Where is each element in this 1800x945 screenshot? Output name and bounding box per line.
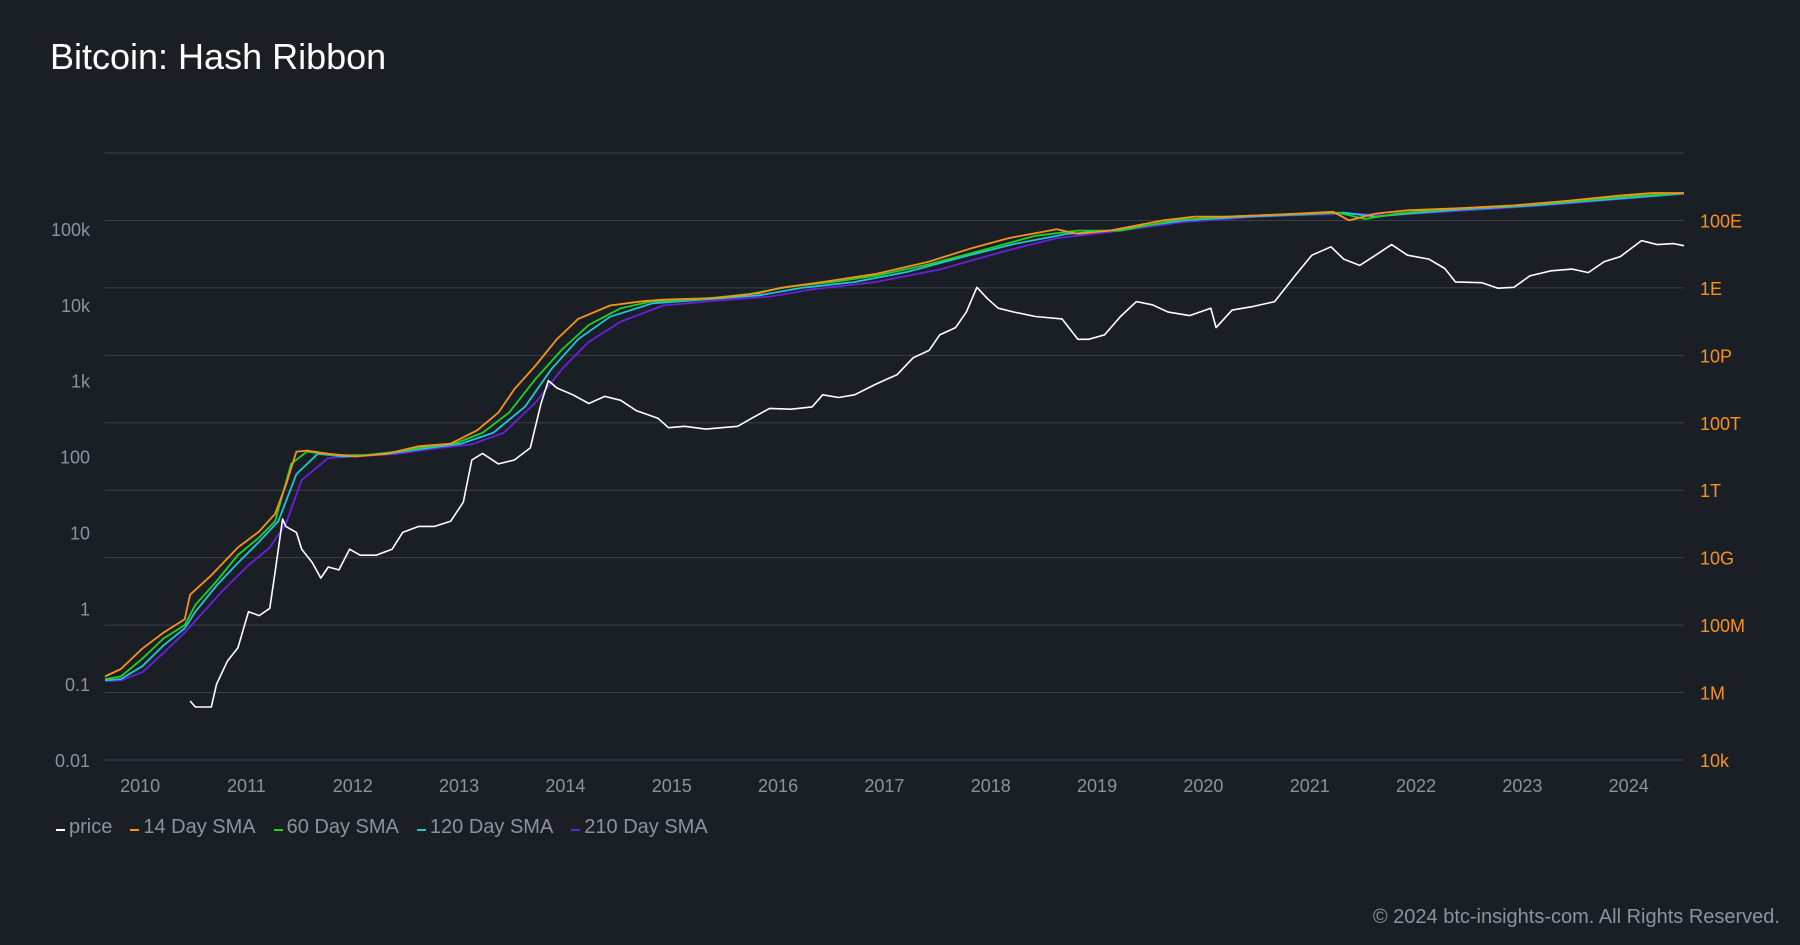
x-tick-label: 2017 [864,776,904,796]
x-tick-label: 2012 [333,776,373,796]
x-tick-label: 2024 [1609,776,1649,796]
y-left-tick-label: 1 [80,599,90,619]
series-line-sma60 [104,192,1685,680]
y-left-tick-label: 0.1 [65,675,90,695]
copyright-notice: © 2024 btc-insights-com. All Rights Rese… [1372,906,1780,928]
y-right-tick-label: 100M [1700,616,1745,636]
y-right-tick-label: 1E [1700,279,1722,299]
x-tick-label: 2019 [1077,776,1117,796]
legend-swatch-sma14 [130,829,140,831]
legend-label-sma210: 210 Day SMA [584,816,708,838]
x-tick-label: 2014 [545,776,585,796]
x-tick-label: 2022 [1396,776,1436,796]
legend-swatch-sma120 [416,829,426,831]
legend-item-sma14[interactable]: 14 Day SMA [130,816,256,839]
x-tick-label: 2015 [652,776,692,796]
x-tick-label: 2021 [1290,776,1330,796]
x-tick-label: 2016 [758,776,798,796]
series-line-sma210 [104,192,1685,682]
x-tick-label: 2013 [439,776,479,796]
y-right-tick-label: 10G [1700,549,1734,569]
x-tick-label: 2023 [1502,776,1542,796]
y-left-tick-label: 100k [51,220,91,240]
y-right-tick-label: 100T [1700,414,1741,434]
page-title: Bitcoin: Hash Ribbon [50,36,387,77]
y-left-tick-label: 10 [70,523,90,543]
y-right-tick-label: 10k [1700,751,1730,771]
series-line-sma120 [104,192,1685,682]
y-right-tick-label: 10P [1700,346,1732,366]
y-left-tick-label: 0.01 [55,751,90,771]
y-left-tick-label: 100 [60,448,90,468]
y-right-tick-label: 1M [1700,684,1725,704]
y-right-tick-label: 100E [1700,211,1742,231]
legend-item-sma210[interactable]: 210 Day SMA [571,816,708,839]
x-tick-label: 2018 [971,776,1011,796]
y-left-tick-label: 10k [61,296,91,316]
legend-item-sma60[interactable]: 60 Day SMA [273,816,399,839]
legend-item-sma120[interactable]: 120 Day SMA [416,816,554,839]
legend-item-price[interactable]: price [56,816,112,839]
legend-label-sma60: 60 Day SMA [286,816,399,838]
legend-label-price: price [69,816,113,838]
legend-swatch-price [56,829,65,831]
legend-label-sma120: 120 Day SMA [429,816,554,838]
y-left-tick-label: 1k [71,372,91,392]
series-line-price [189,239,1685,708]
series-line-sma14 [104,192,1684,678]
chart-legend: price 14 Day SMA 60 Day SMA 120 Day SMA … [56,816,708,839]
legend-label-sma14: 14 Day SMA [143,816,256,838]
x-tick-label: 2011 [227,776,266,796]
legend-swatch-sma60 [273,829,283,831]
x-tick-label: 2010 [120,776,160,796]
y-right-tick-label: 1T [1700,481,1721,501]
legend-swatch-sma210 [571,829,581,831]
x-tick-label: 2020 [1183,776,1223,796]
